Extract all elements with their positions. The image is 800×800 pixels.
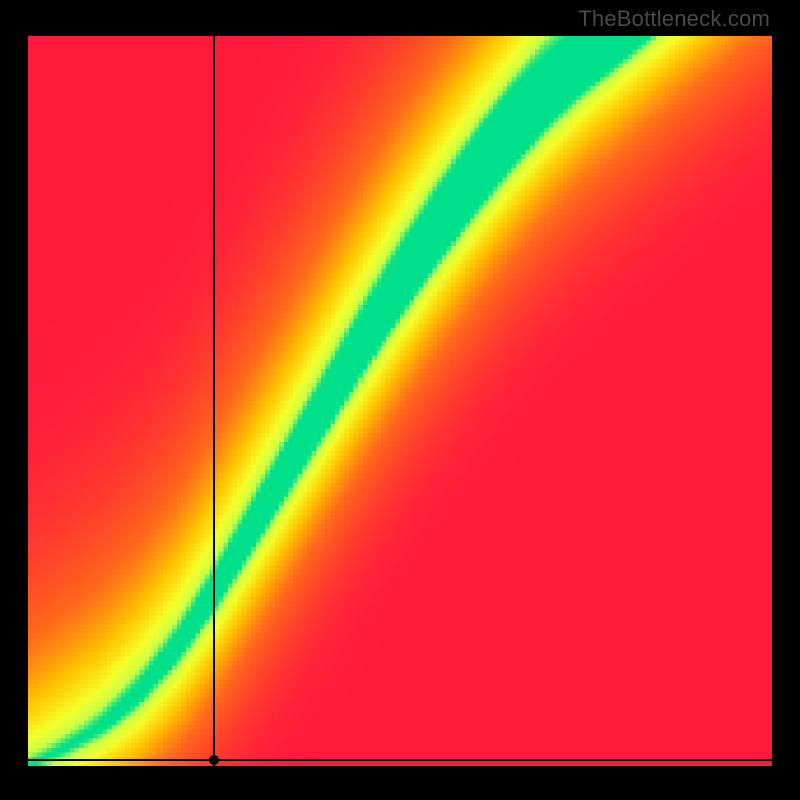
crosshair-horizontal [28, 759, 772, 761]
crosshair-marker [209, 755, 219, 765]
heatmap-canvas [28, 36, 772, 766]
crosshair-vertical [213, 36, 215, 766]
heatmap-plot [28, 36, 772, 766]
watermark-text: TheBottleneck.com [578, 6, 770, 32]
figure-frame: TheBottleneck.com [0, 0, 800, 800]
